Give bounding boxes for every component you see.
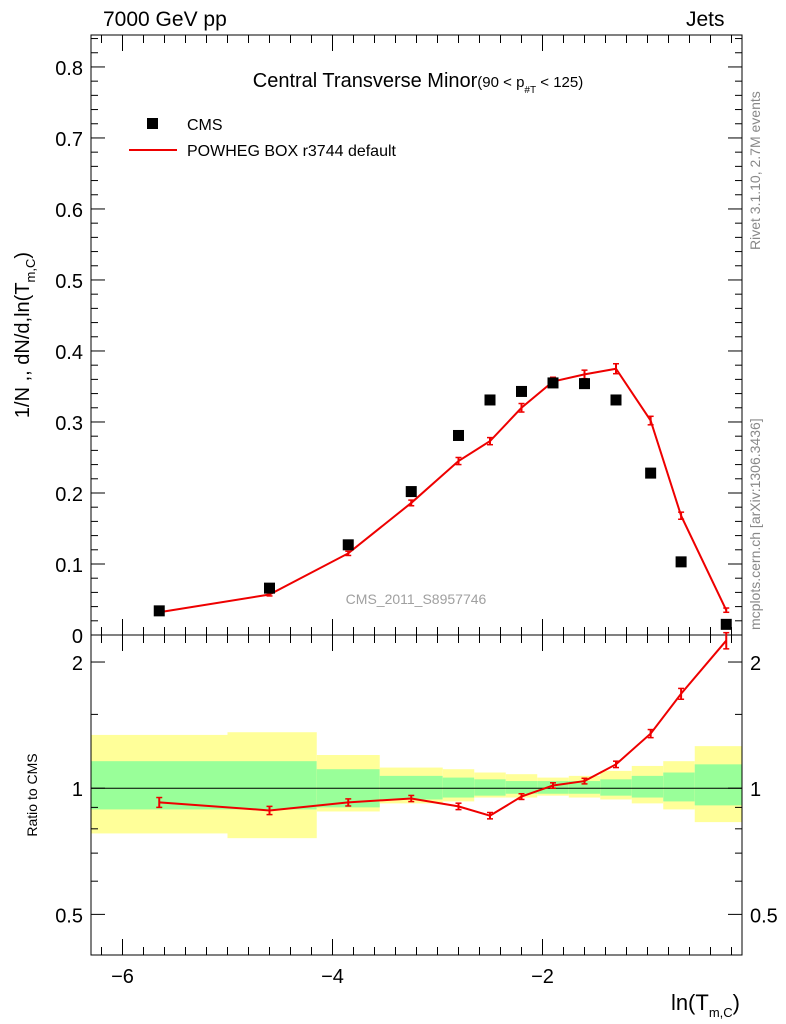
legend-cms-label: CMS xyxy=(187,117,223,134)
cms-data-point-7 xyxy=(547,377,559,389)
powheg-line xyxy=(159,367,728,614)
axis-ticks xyxy=(91,35,742,955)
main-ytick-label-4: 0.4 xyxy=(55,342,83,364)
ratio-ytick-label-right-2: 2 xyxy=(750,653,761,675)
ratio-band-inner-8 xyxy=(568,781,601,794)
cms-data-point-11 xyxy=(675,556,687,568)
legend-powheg-label: POWHEG BOX r3744 default xyxy=(187,143,397,160)
ratio-ytick-label-right-0: 0.5 xyxy=(750,905,778,927)
ratio-uncertainty-bands xyxy=(91,732,742,839)
xtick-label-1: −4 xyxy=(321,966,344,988)
cms-data-point-10 xyxy=(645,467,657,479)
cms-data-point-3 xyxy=(405,486,417,498)
rivet-side-label: Rivet 3.1.10, 2.7M events xyxy=(747,91,763,250)
ratio-ytick-label-left-2: 2 xyxy=(72,653,83,675)
main-ytick-label-7: 0.7 xyxy=(55,129,83,151)
ratio-ytick-label-left-1: 1 xyxy=(72,779,83,801)
main-y-axis-label: 1/N ,, dN/d,ln(Tm,C) xyxy=(12,252,38,418)
header-right: Jets xyxy=(686,8,725,31)
plot-title: Central Transverse Minor(90 < p#T < 125) xyxy=(253,70,583,96)
ratio-y-axis-label: Ratio to CMS xyxy=(24,753,40,836)
ratio-band-inner-12 xyxy=(694,764,742,806)
xtick-label-2: −2 xyxy=(531,966,554,988)
ratio-band-inner-9 xyxy=(600,779,632,796)
cms-data-point-6 xyxy=(516,385,527,397)
main-ytick-label-8: 0.8 xyxy=(55,58,83,80)
watermark-text: CMS_2011_S8957746 xyxy=(346,591,487,607)
main-ytick-label-3: 0.3 xyxy=(55,413,83,435)
ratio-mc-series xyxy=(156,631,730,820)
ratio-band-inner-5 xyxy=(474,779,506,796)
ratio-band-inner-6 xyxy=(505,781,538,794)
legend-cms-marker xyxy=(147,118,158,129)
cms-data-point-0 xyxy=(153,605,165,617)
cms-data-point-12 xyxy=(720,618,732,630)
main-ytick-label-1: 0.1 xyxy=(55,555,83,577)
ratio-ytick-label-left-0: 0.5 xyxy=(55,905,83,927)
main-ytick-label-5: 0.5 xyxy=(55,271,83,293)
xtick-label-0: −6 xyxy=(111,966,134,988)
cms-data-point-8 xyxy=(579,378,590,390)
main-data-series xyxy=(153,377,732,630)
main-ytick-label-6: 0.6 xyxy=(55,200,83,222)
cms-data-point-5 xyxy=(484,394,496,406)
ratio-band-inner-4 xyxy=(442,777,475,798)
cms-data-point-1 xyxy=(264,582,275,594)
ratio-band-inner-1 xyxy=(227,761,317,810)
ratio-band-inner-10 xyxy=(631,775,664,798)
main-mc-series xyxy=(156,363,730,615)
ratio-ytick-label-right-1: 1 xyxy=(750,779,761,801)
main-ytick-label-0: 0 xyxy=(72,626,83,648)
main-ytick-label-2: 0.2 xyxy=(55,484,83,506)
cms-data-point-9 xyxy=(610,394,622,406)
axis-tick-labels: 0 0.1 0.2 0.3 0.4 0.5 0.6 0.7 0.8 −6 −4 −2 0.5 0.5 1 1 2… xyxy=(55,58,778,988)
mcplots-side-label: mcplots.cern.ch [arXiv:1306.3436] xyxy=(747,418,763,630)
ratio-band-inner-11 xyxy=(663,772,695,802)
header-left: 7000 GeV pp xyxy=(103,8,227,31)
cms-data-point-2 xyxy=(342,539,354,551)
ratio-band-inner-3 xyxy=(379,775,443,800)
cms-data-point-4 xyxy=(453,429,464,441)
x-axis-label: ln(Tm,C) xyxy=(671,990,740,1020)
